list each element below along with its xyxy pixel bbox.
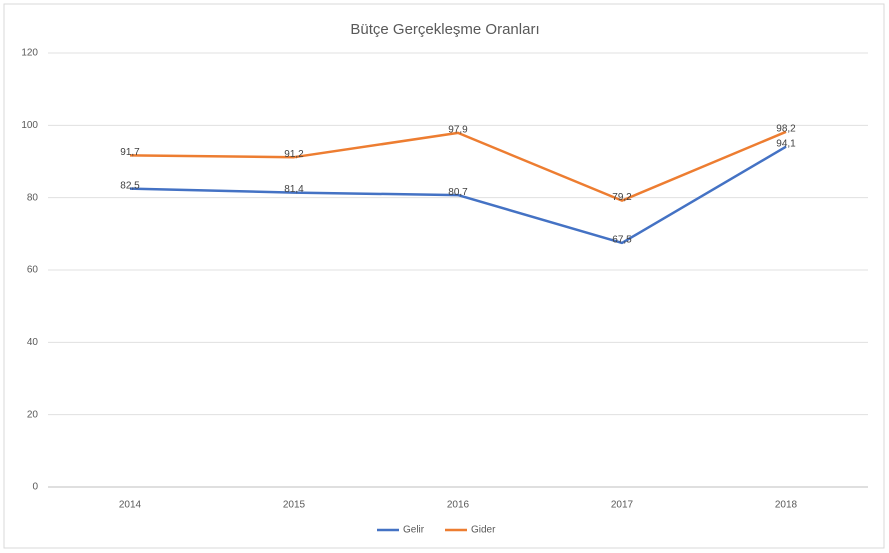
data-label: 67,5 bbox=[612, 235, 632, 246]
series-line bbox=[129, 130, 787, 202]
chart-frame bbox=[3, 3, 885, 549]
data-label: 91,2 bbox=[284, 149, 304, 160]
y-tick-label: 80 bbox=[27, 192, 39, 203]
y-tick-label: 100 bbox=[21, 120, 38, 131]
series-line bbox=[129, 145, 787, 245]
x-tick-label: 2016 bbox=[447, 500, 470, 511]
y-tick-label: 40 bbox=[27, 337, 39, 348]
y-tick-label: 20 bbox=[27, 409, 39, 420]
data-label: 91,7 bbox=[120, 147, 140, 158]
x-tick-label: 2014 bbox=[119, 500, 142, 511]
y-tick-label: 120 bbox=[21, 48, 38, 59]
x-tick-label: 2018 bbox=[775, 500, 798, 511]
legend-label: Gelir bbox=[403, 525, 425, 536]
x-tick-label: 2017 bbox=[611, 500, 634, 511]
y-tick-label: 60 bbox=[27, 265, 39, 276]
data-label: 80,7 bbox=[448, 187, 468, 198]
chart-title: Bütçe Gerçekleşme Oranları bbox=[350, 21, 539, 38]
data-label: 79,2 bbox=[612, 192, 632, 203]
data-label: 98,2 bbox=[776, 123, 796, 134]
data-label: 94,1 bbox=[776, 138, 796, 149]
data-label: 82,5 bbox=[120, 180, 140, 191]
data-label: 97,9 bbox=[448, 125, 468, 136]
data-label: 81,4 bbox=[284, 184, 304, 195]
legend-label: Gider bbox=[471, 525, 496, 536]
x-tick-label: 2015 bbox=[283, 500, 306, 511]
y-tick-label: 0 bbox=[32, 482, 38, 493]
